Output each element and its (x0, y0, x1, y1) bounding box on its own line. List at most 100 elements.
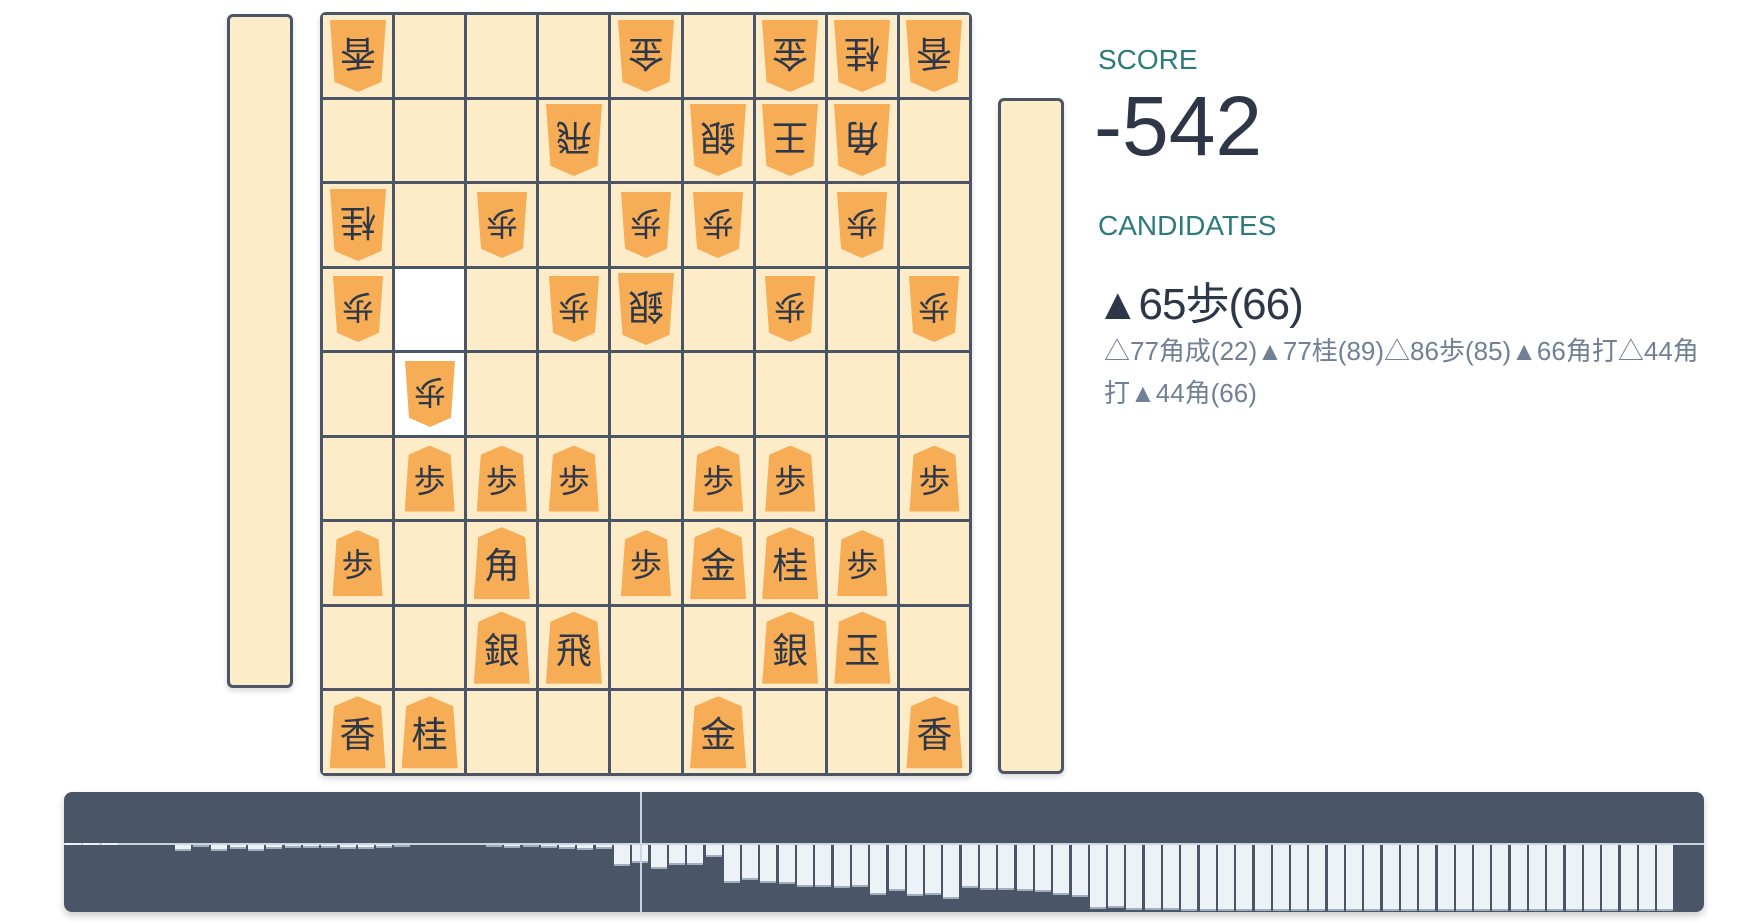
board-square[interactable] (611, 606, 681, 689)
eval-bar[interactable] (394, 845, 411, 847)
gote-piece[interactable]: 桂 (330, 189, 386, 261)
board-square[interactable] (539, 522, 609, 604)
eval-bar[interactable] (321, 845, 338, 848)
sente-piece[interactable]: 金 (690, 527, 747, 600)
board-square[interactable] (683, 353, 753, 435)
eval-bar[interactable] (284, 845, 301, 848)
eval-bar[interactable] (1163, 845, 1179, 910)
sente-piece[interactable]: 金 (690, 696, 747, 769)
sente-piece[interactable]: 香 (329, 696, 386, 769)
eval-bar[interactable] (723, 845, 740, 884)
eval-bar[interactable] (1638, 845, 1655, 911)
eval-bar[interactable] (339, 845, 356, 849)
eval-bar[interactable] (943, 845, 960, 899)
sente-piece[interactable]: 歩 (476, 445, 527, 512)
board-square[interactable]: 歩 (899, 268, 969, 351)
eval-bar[interactable] (742, 845, 759, 880)
eval-bar[interactable] (485, 845, 502, 847)
eval-bar[interactable] (211, 845, 228, 852)
board-square[interactable]: 桂 (395, 691, 465, 773)
eval-bar[interactable] (1236, 845, 1253, 911)
sente-piece[interactable]: 角 (473, 527, 530, 600)
eval-bar[interactable] (1089, 845, 1106, 909)
eval-bar[interactable] (1565, 845, 1582, 911)
eval-bar[interactable] (376, 845, 393, 848)
board-square[interactable] (683, 606, 753, 689)
board-square[interactable] (611, 691, 681, 773)
eval-bar[interactable] (650, 845, 667, 870)
board-square[interactable]: 歩 (323, 522, 393, 604)
board-square[interactable] (395, 184, 465, 266)
eval-bar[interactable] (687, 845, 704, 865)
board-square[interactable] (683, 15, 753, 97)
eval-bar[interactable] (540, 845, 557, 848)
eval-bar[interactable] (1455, 845, 1472, 911)
board-square[interactable] (395, 606, 465, 689)
board-square[interactable] (899, 606, 969, 689)
eval-bar[interactable] (1144, 845, 1161, 910)
board-square[interactable] (395, 268, 465, 351)
board-square[interactable] (323, 606, 393, 689)
board-square[interactable]: 歩 (683, 184, 753, 266)
eval-bar[interactable] (1272, 845, 1289, 911)
board-square[interactable]: 歩 (539, 437, 609, 520)
board-square[interactable]: 香 (899, 691, 969, 773)
sente-piece[interactable]: 歩 (548, 445, 599, 512)
board-square[interactable] (467, 268, 537, 351)
eval-bar[interactable] (1657, 845, 1674, 911)
board-square[interactable] (827, 437, 897, 520)
board-square[interactable] (467, 691, 537, 773)
board-square[interactable] (755, 353, 825, 435)
board-square[interactable] (611, 99, 681, 182)
eval-bar[interactable] (1254, 845, 1271, 911)
gote-piece[interactable]: 香 (330, 20, 386, 92)
gote-piece[interactable]: 銀 (618, 273, 674, 345)
gote-piece[interactable]: 香 (906, 20, 962, 92)
eval-bar[interactable] (193, 845, 210, 847)
board-square[interactable]: 金 (683, 691, 753, 773)
board-square[interactable]: 歩 (467, 437, 537, 520)
sente-piece[interactable]: 歩 (332, 530, 383, 597)
gote-piece[interactable]: 金 (762, 20, 818, 92)
eval-bar[interactable] (1583, 845, 1600, 911)
board-square[interactable]: 金 (683, 522, 753, 604)
eval-bar[interactable] (1126, 845, 1143, 910)
board-square[interactable] (467, 15, 537, 97)
board-square[interactable]: 歩 (755, 437, 825, 520)
gote-piece[interactable]: 銀 (690, 104, 746, 176)
board-square[interactable] (395, 99, 465, 182)
eval-bar[interactable] (1510, 845, 1527, 911)
board-square[interactable]: 歩 (539, 268, 609, 351)
eval-bar[interactable] (961, 845, 978, 888)
eval-bar[interactable] (906, 845, 923, 897)
shogi-board[interactable]: 香金金桂香飛銀王角桂歩歩歩歩歩歩銀歩歩歩歩歩歩歩歩歩歩角歩金桂歩銀飛銀玉香桂金香 (320, 12, 972, 776)
board-square[interactable]: 歩 (611, 522, 681, 604)
eval-bar[interactable] (1620, 845, 1637, 911)
sente-piece[interactable]: 桂 (401, 696, 458, 769)
eval-bar[interactable] (1108, 845, 1125, 909)
gote-piece[interactable]: 歩 (909, 276, 959, 342)
board-square[interactable]: 歩 (395, 437, 465, 520)
board-square[interactable] (899, 353, 969, 435)
board-square[interactable]: 歩 (827, 522, 897, 604)
eval-bar[interactable] (1492, 845, 1509, 911)
eval-bar[interactable] (760, 845, 777, 884)
gote-piece[interactable]: 歩 (405, 361, 455, 427)
sente-piece[interactable]: 玉 (834, 611, 891, 684)
eval-bar[interactable] (357, 845, 374, 849)
board-square[interactable]: 王 (755, 99, 825, 182)
board-square[interactable] (683, 268, 753, 351)
board-square[interactable] (395, 15, 465, 97)
board-square[interactable] (827, 691, 897, 773)
eval-bar[interactable] (302, 845, 319, 848)
eval-bar[interactable] (1364, 845, 1381, 911)
evaluation-chart[interactable] (64, 792, 1704, 912)
eval-bar[interactable] (595, 845, 612, 849)
eval-bar[interactable] (1034, 845, 1051, 892)
eval-bar[interactable] (1400, 845, 1417, 911)
board-square[interactable]: 銀 (611, 268, 681, 351)
eval-bar[interactable] (851, 845, 868, 887)
board-square[interactable] (899, 99, 969, 182)
sente-piece[interactable]: 歩 (765, 445, 816, 512)
eval-bar[interactable] (504, 845, 521, 848)
